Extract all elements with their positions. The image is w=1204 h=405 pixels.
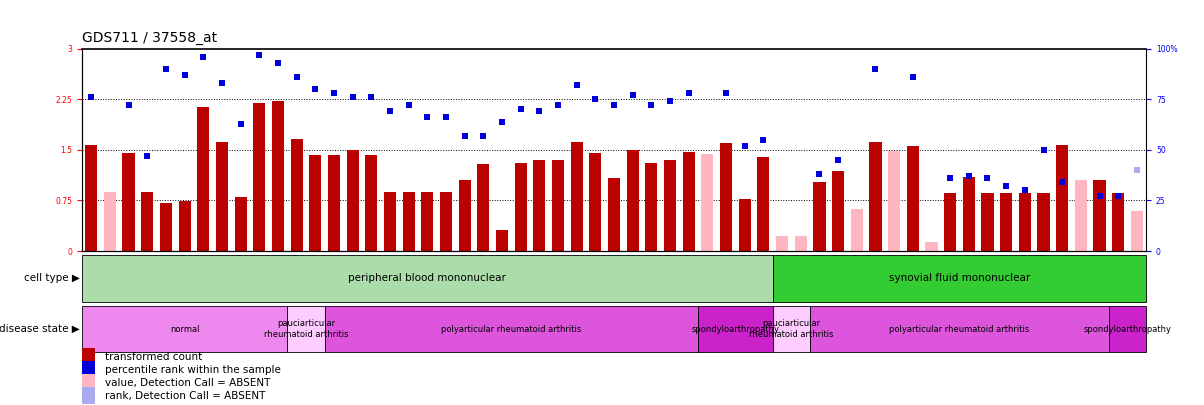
Bar [832,171,844,251]
Text: peripheral blood mononuclear: peripheral blood mononuclear [348,273,506,283]
Bar [123,153,135,251]
Text: percentile rank within the sample: percentile rank within the sample [105,365,282,375]
Bar [459,180,471,251]
Bar [325,306,698,352]
Bar [439,192,452,251]
Bar [82,387,95,404]
Bar [702,154,714,251]
Bar [82,348,95,365]
Text: cell type ▶: cell type ▶ [24,273,79,283]
Bar [327,155,340,251]
Bar [795,236,807,251]
Text: spondyloarthropathy: spondyloarthropathy [691,324,779,334]
Bar [889,151,901,251]
Text: synovial fluid mononuclear: synovial fluid mononuclear [889,273,1031,283]
Bar [82,374,95,391]
Text: polyarticular rheumatoid arthritis: polyarticular rheumatoid arthritis [441,324,582,334]
Text: spondyloarthropathy: spondyloarthropathy [1084,324,1171,334]
Bar [907,147,919,251]
Bar [272,101,284,251]
Bar [777,236,789,251]
Bar [309,155,321,251]
Text: normal: normal [170,324,200,334]
Bar [235,197,247,251]
Bar [571,143,583,251]
Bar [365,155,377,251]
Text: value, Detection Call = ABSENT: value, Detection Call = ABSENT [105,378,271,388]
Bar [926,242,938,251]
Bar [608,178,620,251]
Bar [347,150,359,251]
Bar [683,152,695,251]
Bar [178,201,190,251]
Text: pauciarticular
rheumatoid arthritis: pauciarticular rheumatoid arthritis [264,320,348,339]
Bar [645,163,657,251]
Bar [1075,179,1087,251]
Bar [720,143,732,251]
Bar [981,193,993,251]
Bar [1038,193,1050,251]
Bar [216,142,228,251]
Bar [773,255,1146,302]
Bar [739,199,751,251]
Bar [698,306,773,352]
Bar [1131,211,1143,251]
Bar [288,306,325,352]
Bar [514,163,526,251]
Bar [1001,193,1013,251]
Bar [290,139,302,251]
Bar [869,142,881,251]
Text: transformed count: transformed count [105,352,202,362]
Bar [1112,193,1125,251]
Bar [944,193,956,251]
Bar [810,306,1109,352]
Bar [104,192,116,251]
Text: GDS711 / 37558_at: GDS711 / 37558_at [82,30,217,45]
Bar [663,160,677,251]
Bar [814,182,826,251]
Bar [589,153,602,251]
Bar [477,164,489,251]
Bar [253,103,265,251]
Bar [851,209,863,251]
Bar [496,230,508,251]
Text: pauciarticular
rheumatoid arthritis: pauciarticular rheumatoid arthritis [749,320,833,339]
Bar [963,177,975,251]
Bar [1056,145,1068,251]
Text: disease state ▶: disease state ▶ [0,324,79,334]
Bar [197,107,209,251]
Bar [1093,179,1105,251]
Bar [533,160,545,251]
Bar [402,192,414,251]
Bar [82,255,773,302]
Bar [1109,306,1146,352]
Bar [551,160,565,251]
Bar [82,306,288,352]
Bar [421,192,433,251]
Text: polyarticular rheumatoid arthritis: polyarticular rheumatoid arthritis [890,324,1029,334]
Bar [160,202,172,251]
Bar [757,157,769,251]
Bar [1019,193,1031,251]
Bar [82,361,95,378]
Bar [384,192,396,251]
Bar [141,192,153,251]
Bar [773,306,810,352]
Bar [626,150,639,251]
Bar [85,145,98,251]
Text: rank, Detection Call = ABSENT: rank, Detection Call = ABSENT [105,390,266,401]
